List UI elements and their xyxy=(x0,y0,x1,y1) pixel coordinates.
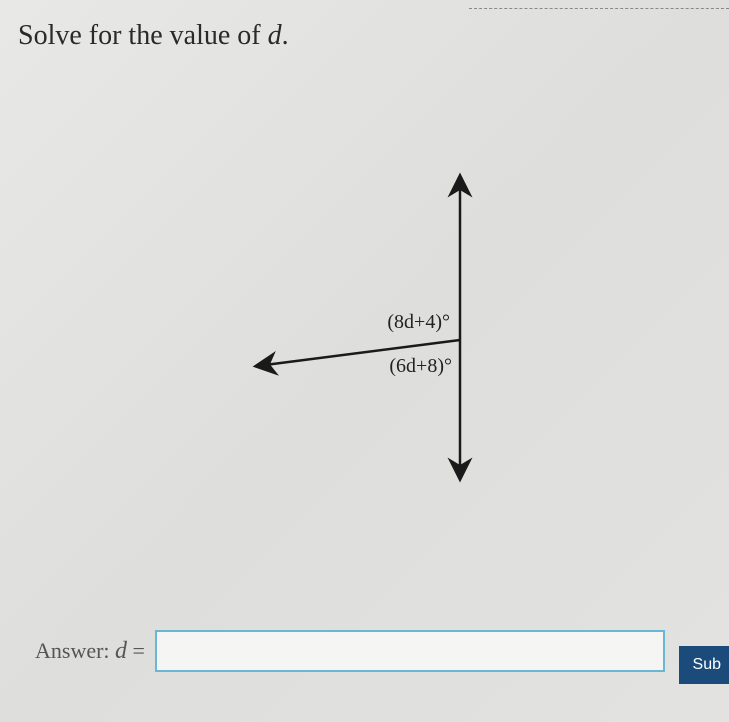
title-suffix: . xyxy=(282,20,289,51)
angle-label-top: (8d+4)° xyxy=(387,311,450,333)
answer-label-var: d xyxy=(115,638,127,664)
question-title: Solve for the value of d. xyxy=(18,20,289,52)
answer-label-prefix: Answer: xyxy=(35,638,115,663)
angle-diagram: (8d+4)° (6d+8)° xyxy=(230,170,570,490)
submit-button[interactable]: Sub xyxy=(679,646,729,684)
top-dashed-rule xyxy=(469,8,729,9)
answer-label-eq: = xyxy=(127,638,145,663)
answer-input[interactable] xyxy=(155,630,665,672)
title-variable: d xyxy=(268,20,282,51)
answer-label: Answer: d = xyxy=(35,638,145,665)
title-prefix: Solve for the value of xyxy=(18,20,268,51)
angle-label-bottom: (6d+8)° xyxy=(389,355,452,377)
answer-row: Answer: d = xyxy=(35,630,665,672)
diagram-svg: (8d+4)° (6d+8)° xyxy=(230,170,570,490)
